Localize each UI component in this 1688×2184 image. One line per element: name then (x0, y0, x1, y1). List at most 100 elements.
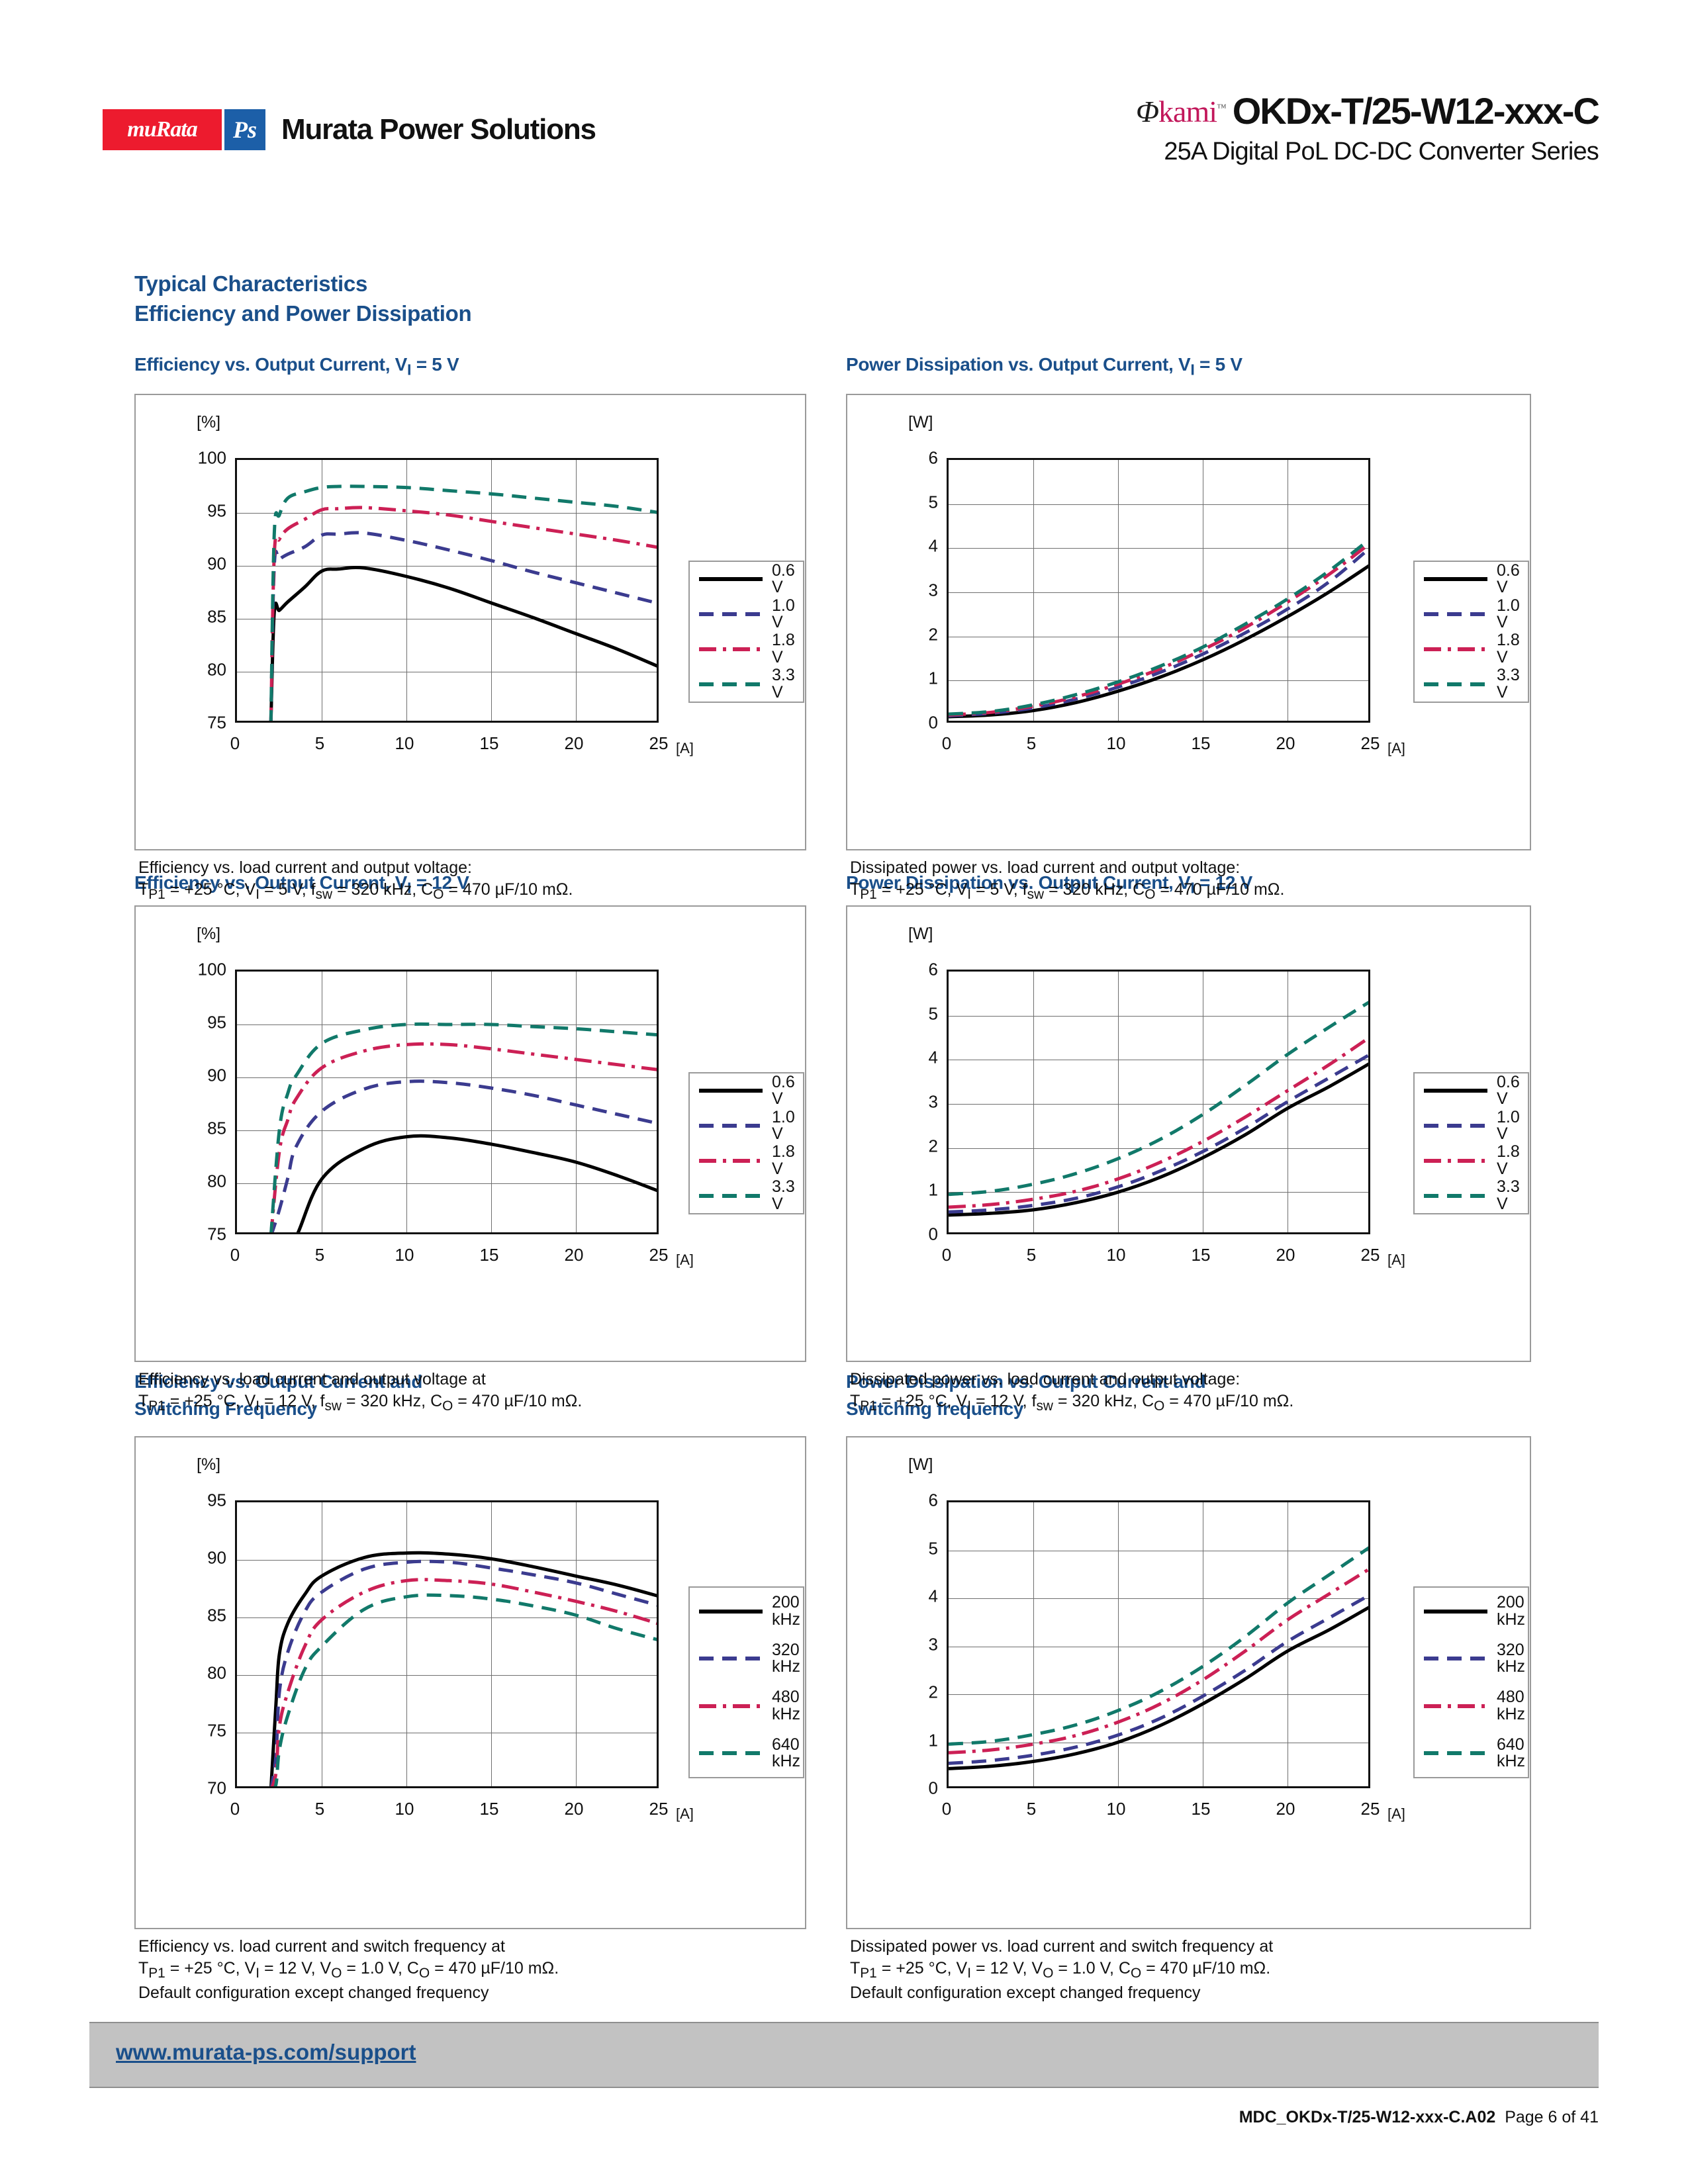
chart-curves (269, 1022, 657, 1232)
x-axis-tick: 5 (1026, 1799, 1037, 1819)
chart-curves (269, 1551, 657, 1786)
chart-panel-eff-freq: [%] 70 75 80 85 90 95 0 5 10 15 20 25 [A] 200 kHz 320 k… (134, 1436, 806, 1929)
legend-label: 480 kHz (1497, 1688, 1526, 1723)
gridline-vertical (1118, 1502, 1119, 1786)
x-axis-unit: [A] (1387, 1805, 1405, 1822)
x-axis-tick: 10 (395, 733, 414, 753)
x-axis-tick: 10 (395, 1799, 414, 1819)
series-curve (949, 542, 1368, 717)
x-axis-tick: 5 (1026, 733, 1037, 753)
series-curve (269, 565, 657, 721)
legend-label: 0.6 V (1497, 561, 1520, 597)
chart-curves (269, 484, 657, 721)
chart-legend-pd-freq: 200 kHz 320 kHz 480 kHz 640 kHz (1413, 1586, 1529, 1778)
page-number: Page 6 of 41 (1505, 2108, 1599, 2126)
y-axis-tick: 5 (928, 1003, 938, 1024)
legend-label: 1.0 V (772, 1107, 795, 1144)
plot-area-pd-12v (947, 970, 1370, 1234)
chart-title-pd-freq: Power Dissipation vs. Output Current and… (846, 1371, 1206, 1419)
legend-label: 0.6 V (1497, 1072, 1520, 1109)
legend-label: 640 kHz (772, 1735, 801, 1771)
legend-item: 1.0 V (1415, 1109, 1528, 1144)
gridline-vertical (491, 460, 492, 721)
x-axis-tick: 25 (649, 733, 669, 753)
x-axis-tick: 25 (1360, 1799, 1380, 1819)
y-axis-unit: [%] (197, 925, 221, 943)
series-curve (949, 1001, 1368, 1197)
chart-legend-pd-12v: 0.6 V 1.0 V 1.8 V 3.3 V (1413, 1072, 1529, 1214)
legend-item: 0.6 V (690, 562, 803, 597)
chart-legend-eff-freq: 200 kHz 320 kHz 480 kHz 640 kHz (688, 1586, 804, 1778)
y-axis-tick: 75 (207, 1224, 226, 1244)
legend-item: 640 kHz (690, 1730, 803, 1778)
plot-area-pd-freq (947, 1500, 1370, 1788)
support-link[interactable]: www.murata-ps.com/support (116, 2040, 416, 2064)
y-axis-tick: 85 (207, 606, 226, 627)
chart-legend-pd-5v: 0.6 V 1.0 V 1.8 V 3.3 V (1413, 561, 1529, 703)
trademark-symbol: ™ (1217, 103, 1227, 114)
x-axis-tick: 5 (1026, 1245, 1037, 1265)
x-axis-tick: 0 (230, 1799, 240, 1819)
gridline-horizontal (949, 1192, 1368, 1193)
legend-item: 320 kHz (690, 1635, 803, 1683)
legend-item: 1.8 V (690, 632, 803, 667)
gridline-horizontal (949, 680, 1368, 682)
footer-doc-info: MDC_OKDx-T/25-W12-xxx-C.A02 Page 6 of 41 (1239, 2108, 1599, 2127)
legend-label: 3.3 V (1497, 666, 1520, 702)
gridline-vertical (406, 1502, 407, 1786)
chart-title-eff-freq: Efficiency vs. Output Current and Switchi… (134, 1371, 423, 1419)
series-curve (269, 1551, 657, 1786)
x-axis-tick: 15 (479, 1799, 499, 1819)
okami-brand-logo: Φkami™ (1136, 95, 1227, 128)
legend-label: 0.6 V (772, 561, 795, 597)
legend-item: 640 kHz (1415, 1730, 1528, 1778)
x-axis-tick: 0 (230, 1245, 240, 1265)
y-axis-tick: 1 (928, 668, 938, 688)
x-axis-tick: 15 (479, 1245, 499, 1265)
gridline-horizontal (237, 1077, 657, 1078)
chart-caption-pd-12v: Dissipated power vs. load current and ou… (850, 1370, 1294, 1414)
series-curve (949, 1594, 1368, 1765)
series-curve (296, 1134, 657, 1232)
legend-item: 1.8 V (1415, 632, 1528, 667)
series-subtitle: 25A Digital PoL DC-DC Converter Series (1164, 138, 1599, 165)
legend-item: 480 kHz (1415, 1682, 1528, 1730)
x-axis-tick: 10 (1106, 733, 1126, 753)
chart-caption-eff-5v: Efficiency vs. load current and output v… (138, 858, 573, 902)
legend-item: 3.3 V (1415, 666, 1528, 702)
y-axis-tick: 70 (207, 1778, 226, 1798)
x-axis-tick: 5 (314, 1799, 325, 1819)
x-axis-tick: 20 (1276, 733, 1295, 753)
gridline-horizontal (237, 1675, 657, 1676)
legend-label: 1.8 V (772, 1142, 795, 1178)
ps-mark-box: Ps (224, 109, 265, 150)
series-curve (949, 1546, 1368, 1746)
gridline-horizontal (949, 1598, 1368, 1599)
chart-title-pd-5v: Power Dissipation vs. Output Current, VI… (846, 354, 1243, 379)
gridline-horizontal (949, 548, 1368, 549)
gridline-horizontal (237, 566, 657, 567)
y-axis-tick: 1 (928, 1730, 938, 1750)
y-axis-unit: [%] (197, 413, 221, 432)
series-curve (949, 1053, 1368, 1214)
legend-label: 640 kHz (1497, 1735, 1526, 1771)
murata-wordmark-box: muRata (103, 109, 222, 150)
y-axis-tick: 3 (928, 1634, 938, 1654)
y-axis-tick: 3 (928, 1091, 938, 1112)
legend-label: 480 kHz (772, 1688, 801, 1723)
gridline-vertical (406, 972, 407, 1232)
legend-item: 1.8 V (690, 1144, 803, 1179)
legend-label: 3.3 V (1497, 1177, 1520, 1213)
x-axis-tick: 20 (564, 1799, 584, 1819)
x-axis-tick: 25 (649, 1245, 669, 1265)
y-axis-tick: 6 (928, 1490, 938, 1510)
legend-item: 3.3 V (1415, 1178, 1528, 1213)
y-axis-tick: 0 (928, 1778, 938, 1798)
chart-panel-pd-12v: [W] 0 1 2 3 4 5 6 0 5 10 15 20 25 [A] 0.6 V 1.0 V 1.8 V 3.… (846, 905, 1531, 1362)
series-curve (269, 1042, 657, 1232)
y-axis-tick: 0 (928, 712, 938, 733)
y-axis-unit: [%] (197, 1455, 221, 1474)
legend-label: 1.8 V (1497, 631, 1520, 666)
